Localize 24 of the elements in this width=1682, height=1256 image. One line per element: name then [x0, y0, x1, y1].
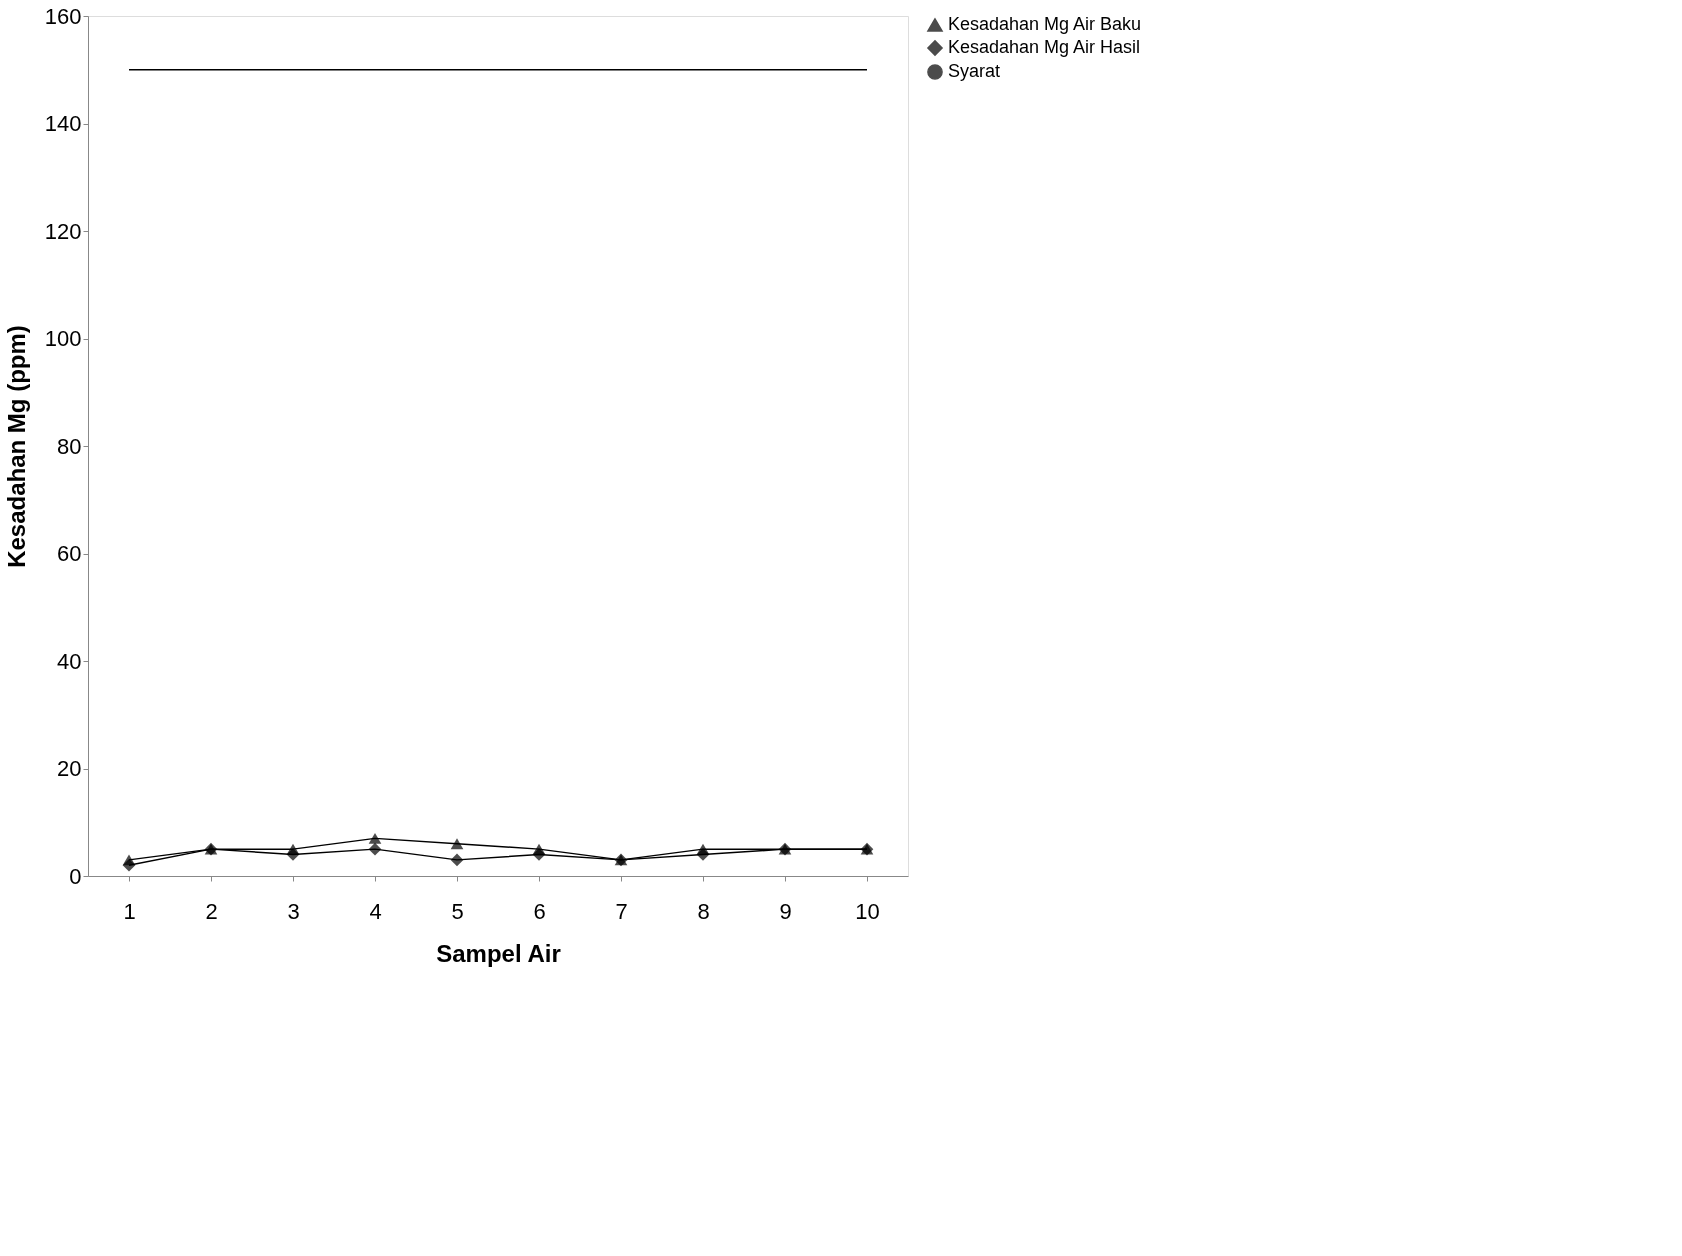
- x-tick-label: 2: [205, 898, 218, 924]
- x-axis-title: Sampel Air: [436, 939, 561, 967]
- x-tick-label: 9: [779, 898, 792, 924]
- x-tick-label: 1: [123, 898, 136, 924]
- x-tick-label: 4: [369, 898, 382, 924]
- x-tick-label: 5: [451, 898, 464, 924]
- legend-label: Kesadahan Mg Air Baku: [948, 14, 1142, 34]
- y-tick-label: 140: [44, 111, 82, 136]
- x-tick-label: 8: [697, 898, 710, 924]
- y-tick-label: 20: [57, 756, 82, 781]
- y-tick-label: 100: [44, 326, 82, 351]
- y-axis-title: Kesadahan Mg (ppm): [2, 325, 30, 568]
- y-tick-label: 160: [44, 3, 82, 29]
- y-tick-label: 60: [57, 541, 82, 566]
- legend-label: Kesadahan Mg Air Hasil: [948, 37, 1141, 57]
- legend-label: Syarat: [948, 61, 1001, 81]
- x-tick-label: 6: [533, 898, 546, 924]
- x-tick-label: 7: [615, 898, 628, 924]
- y-tick-label: 80: [57, 433, 82, 459]
- y-tick-label: 40: [57, 648, 82, 674]
- y-tick-label: 120: [44, 218, 82, 244]
- x-tick-label: 10: [855, 898, 880, 924]
- y-tick-label: 0: [69, 863, 82, 889]
- x-tick-label: 3: [287, 898, 300, 924]
